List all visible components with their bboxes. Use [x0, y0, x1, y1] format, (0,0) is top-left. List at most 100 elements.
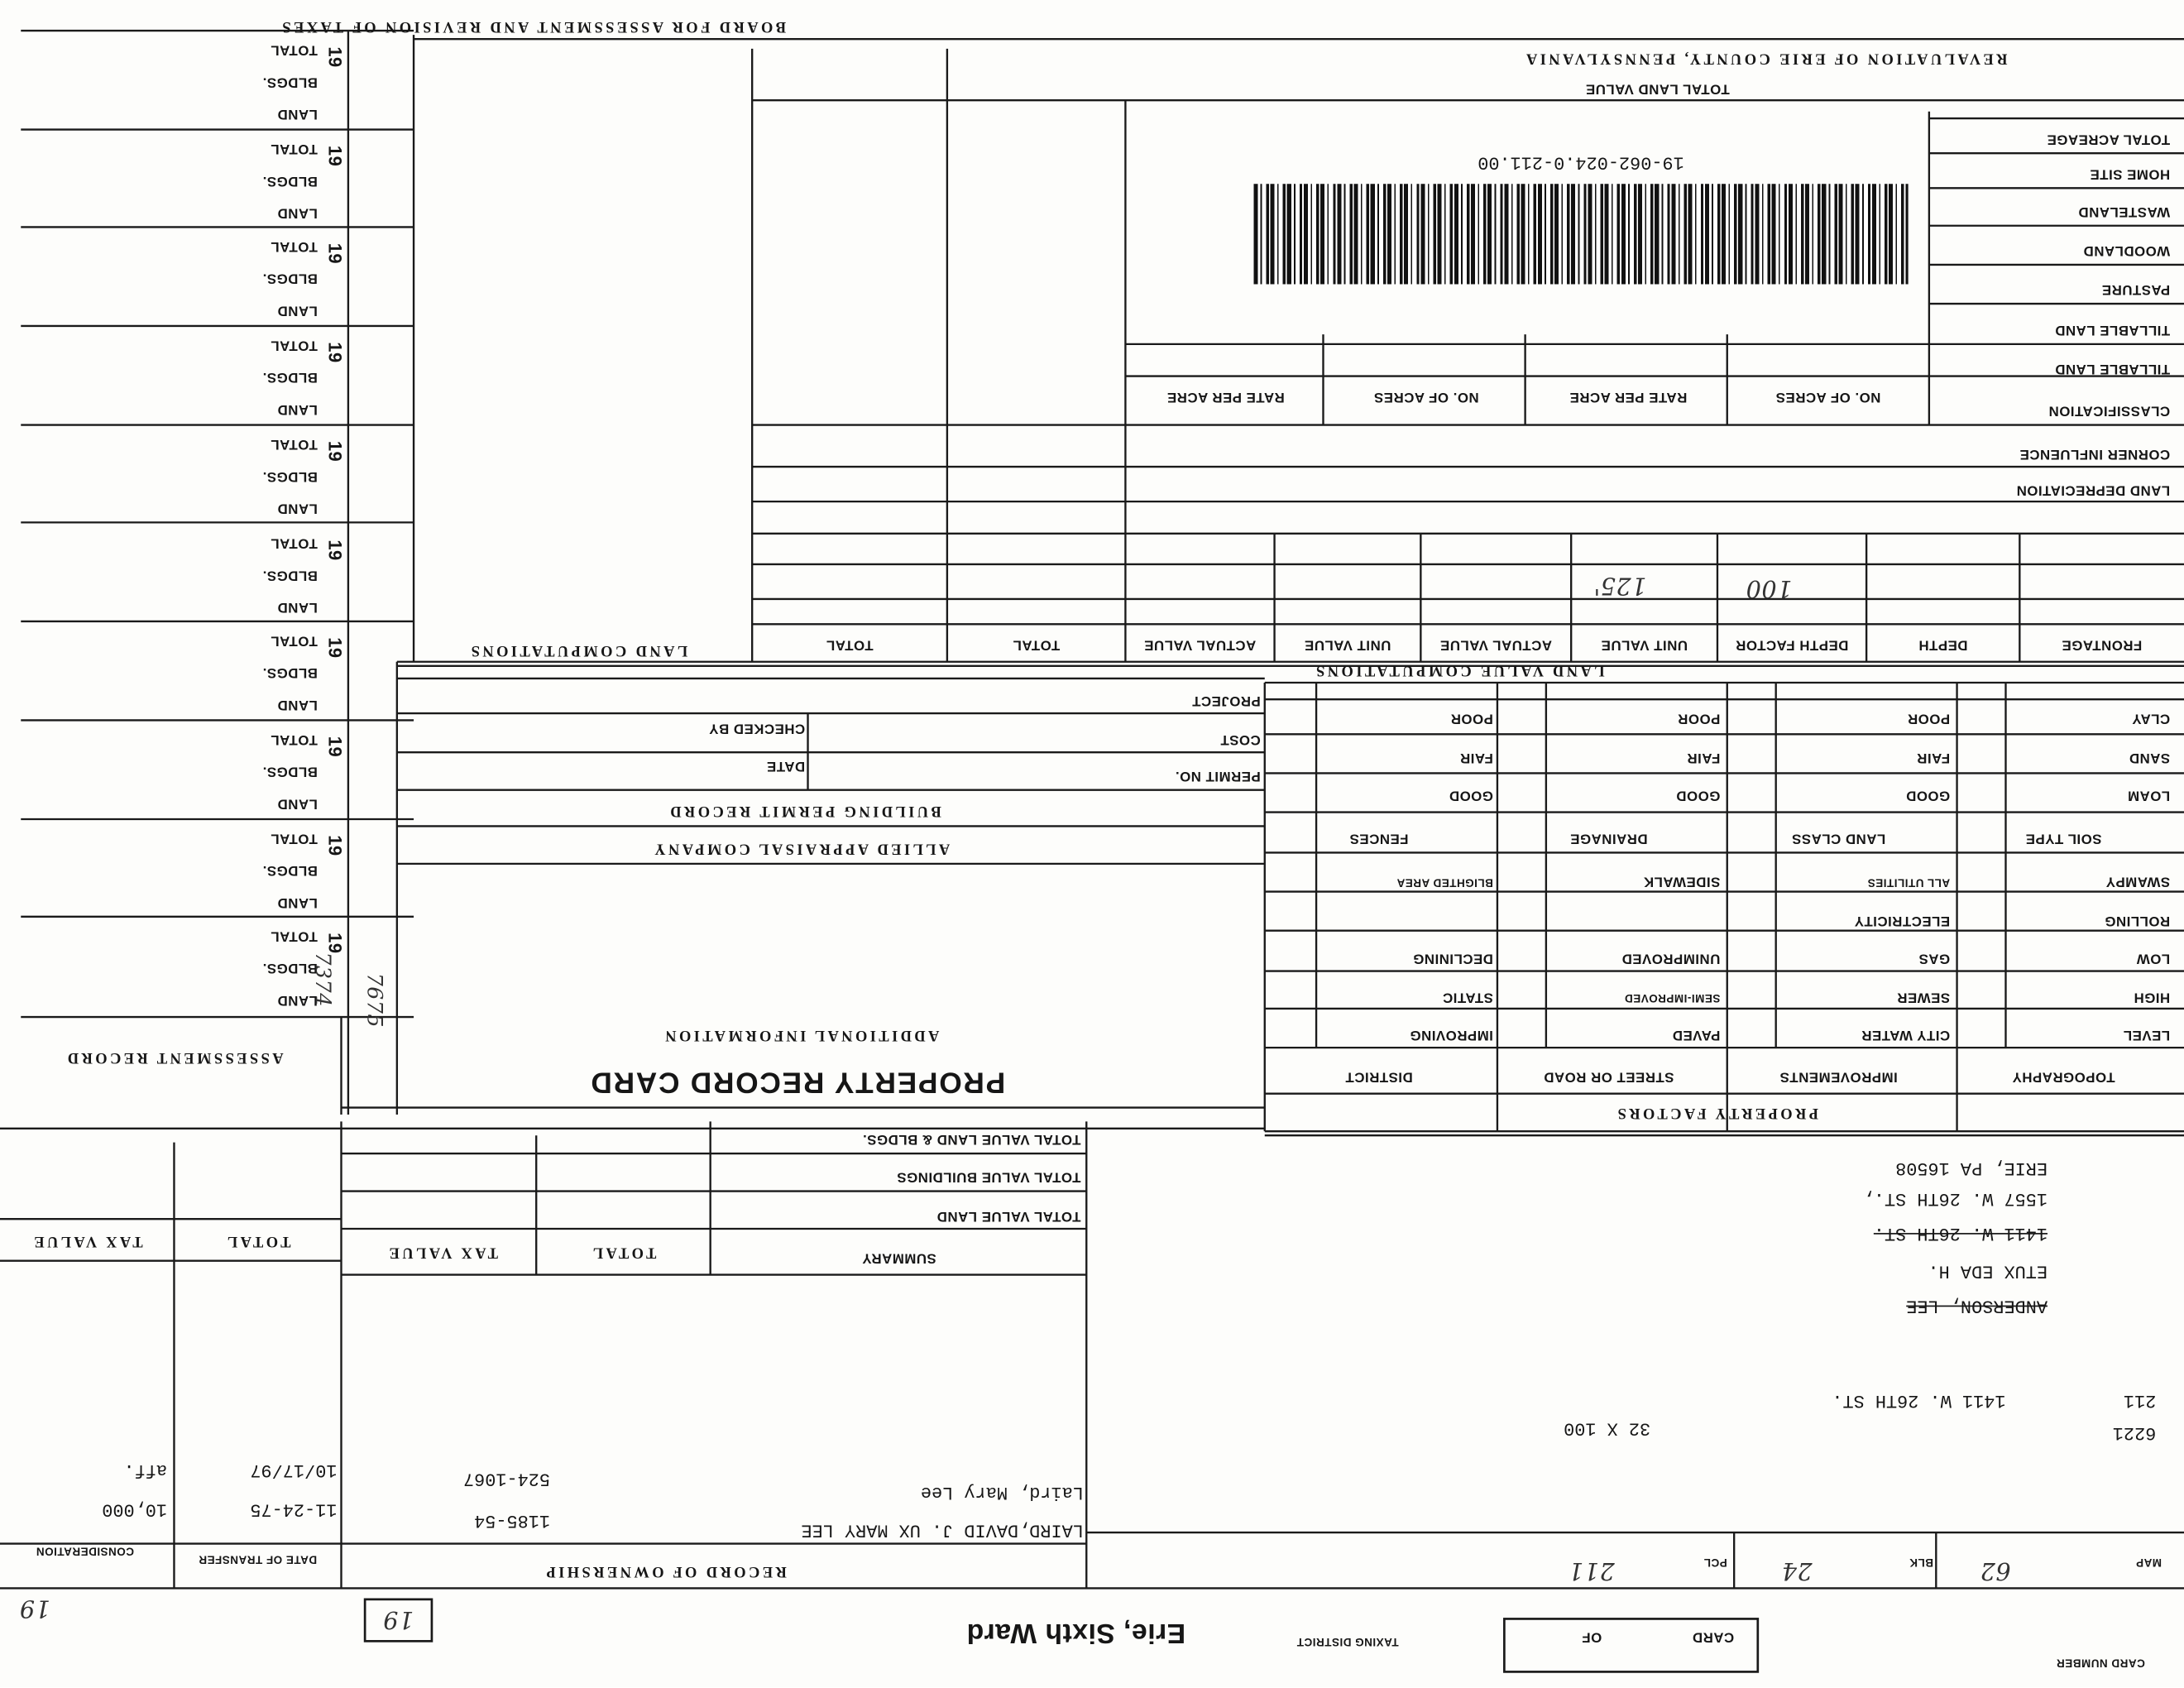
owner-book: 1185-54 — [474, 1510, 551, 1532]
address-line: ETUX EDA H. — [1928, 1260, 2048, 1282]
factor-item: GOOD — [1905, 787, 1951, 803]
permit-field: PERMIT NO. — [1175, 767, 1261, 784]
address-line: 1411 W. 26TH ST. — [1873, 1223, 2048, 1244]
assessment-buildings: BLDGS. — [262, 960, 318, 976]
district: Erie, Sixth Ward — [966, 1617, 1186, 1648]
assessment-year: 19 — [324, 637, 346, 659]
assessment-land: LAND — [277, 401, 318, 417]
factor-header: IMPROVEMENTS — [1779, 1068, 1898, 1084]
computation-column: FRONTAGE — [2062, 636, 2143, 652]
summary-column: TOTAL — [590, 1244, 657, 1261]
county-title: REVALUATION OF ERIE COUNTY, PENNSYLVANIA — [1523, 50, 2008, 67]
land-depreciation: LAND DEPRECIATION — [2016, 482, 2171, 498]
property-dimensions: 32 X 100 — [1564, 1417, 1651, 1440]
assessment-land: LAND — [277, 697, 318, 712]
factor-item: SIDEWALK — [1643, 873, 1721, 890]
computation-column: UNIT VALUE — [1601, 636, 1688, 652]
transfer-date: 10/17/97 — [250, 1460, 338, 1481]
assessment-total: TOTAL — [270, 238, 318, 255]
factor-item: FAIR — [1686, 749, 1721, 765]
permit-date: DATE — [766, 757, 806, 774]
assessment-land: LAND — [277, 105, 318, 122]
assessment-year: 19 — [324, 145, 346, 166]
computation-column: UNIT VALUE — [1304, 636, 1391, 652]
company: ALLIED APPRAISAL COMPANY — [651, 840, 951, 857]
summary-column: TOTAL — [224, 1233, 291, 1250]
assessment-buildings: BLDGS. — [262, 172, 318, 188]
assessment-year: 19 — [324, 539, 346, 560]
permit-checked-by: CHECKED BY — [708, 720, 806, 736]
factor-header: STREET OR ROAD — [1543, 1068, 1674, 1084]
parcel-number: 19-062-024.0-211.00 — [1478, 151, 1684, 173]
assessment-buildings: BLDGS. — [262, 763, 318, 779]
assessment-land: LAND — [277, 500, 318, 516]
assessment-year: 19 — [324, 440, 346, 462]
map-label: MAP — [2135, 1556, 2162, 1569]
factor-item: CLAY — [2131, 711, 2171, 727]
factor-item: LOAM — [2127, 787, 2171, 803]
address-line: ANDERSON, LEE — [1906, 1295, 2048, 1317]
factor-item: GOOD — [1449, 787, 1493, 803]
computation-entry: 125' — [1592, 571, 1647, 599]
factor-subheader: DRAINAGE — [1569, 830, 1648, 846]
ownership-title: RECORD OF OWNERSHIP — [544, 1563, 787, 1580]
assessment-rules — [21, 29, 415, 1115]
assessment-entry: 7675 — [362, 972, 388, 1029]
land-computations-title: LAND COMPUTATIONS — [468, 642, 688, 659]
factor-item: UNIMPROVED — [1621, 950, 1721, 966]
assessment-buildings: BLDGS. — [262, 861, 318, 878]
factor-item: FAIR — [1916, 749, 1951, 765]
acreage-column: NO. OF ACRES — [1373, 388, 1479, 405]
address-line: ERIE, PA 16508 — [1895, 1158, 2048, 1179]
summary-column: TAX VALUE — [31, 1233, 143, 1250]
assessment-total: TOTAL — [270, 928, 318, 944]
assessment-land: LAND — [277, 795, 318, 811]
assessment-total: TOTAL — [270, 731, 318, 747]
assessment-buildings: BLDGS. — [262, 74, 318, 89]
assessment-total: TOTAL — [270, 41, 318, 58]
computation-column: ACTUAL VALUE — [1439, 636, 1553, 652]
factor-item: POOR — [1677, 711, 1721, 727]
factor-item: HIGH — [2134, 988, 2171, 1005]
factor-item: SEMI-IMPROVED — [1624, 990, 1721, 1005]
assessment-buildings: BLDGS. — [262, 271, 318, 286]
computation-column: DEPTH FACTOR — [1735, 636, 1849, 652]
factor-item: FAIR — [1459, 749, 1493, 765]
assessment-year: 19 — [324, 736, 346, 757]
consideration-header: CONSIDERATION — [36, 1545, 135, 1558]
factor-item: CITY WATER — [1861, 1026, 1951, 1043]
property-code: 6221 — [2112, 1422, 2157, 1444]
acreage-column: NO. OF ACRES — [1775, 388, 1881, 405]
assessment-total: TOTAL — [270, 140, 318, 156]
consideration: aff. — [123, 1460, 168, 1481]
assessment-total: TOTAL — [270, 435, 318, 452]
factor-item: SEWER — [1896, 988, 1951, 1005]
factor-subheader: FENCES — [1349, 830, 1409, 846]
land-rules — [396, 37, 2184, 667]
summary-row: TOTAL VALUE LAND & BLDGS. — [862, 1131, 1081, 1147]
assessment-total: TOTAL — [270, 534, 318, 550]
factor-rules — [1263, 681, 2184, 1133]
acreage-row: PASTURE — [2101, 281, 2171, 297]
factor-item: POOR — [1907, 711, 1951, 727]
assessment-year: 19 — [324, 834, 346, 856]
factor-header: TOPOGRAPHY — [2012, 1068, 2115, 1084]
total-land-value: TOTAL LAND VALUE — [1585, 80, 1730, 97]
card-title: PROPERTY RECORD CARD — [589, 1066, 1006, 1098]
assessment-title: ASSESSMENT RECORD — [65, 1048, 284, 1067]
assessment-buildings: BLDGS. — [262, 369, 318, 385]
assessment-total: TOTAL — [270, 632, 318, 649]
computation-entry: 100 — [1746, 573, 1793, 602]
permit-field: PROJECT — [1191, 692, 1261, 708]
summary-rules — [0, 1121, 1088, 1589]
assessment-year: 19 — [324, 243, 346, 265]
assessment-land: LAND — [277, 204, 318, 220]
factor-item: ROLLING — [2104, 911, 2171, 928]
consideration: 10,000 — [102, 1499, 168, 1520]
factor-item: STATIC — [1442, 988, 1493, 1005]
assessment-year: 19 — [324, 46, 346, 68]
assessment-land: LAND — [277, 894, 318, 909]
card-box — [1503, 1618, 1760, 1673]
corner-influence: CORNER INFLUENCE — [2019, 445, 2171, 462]
